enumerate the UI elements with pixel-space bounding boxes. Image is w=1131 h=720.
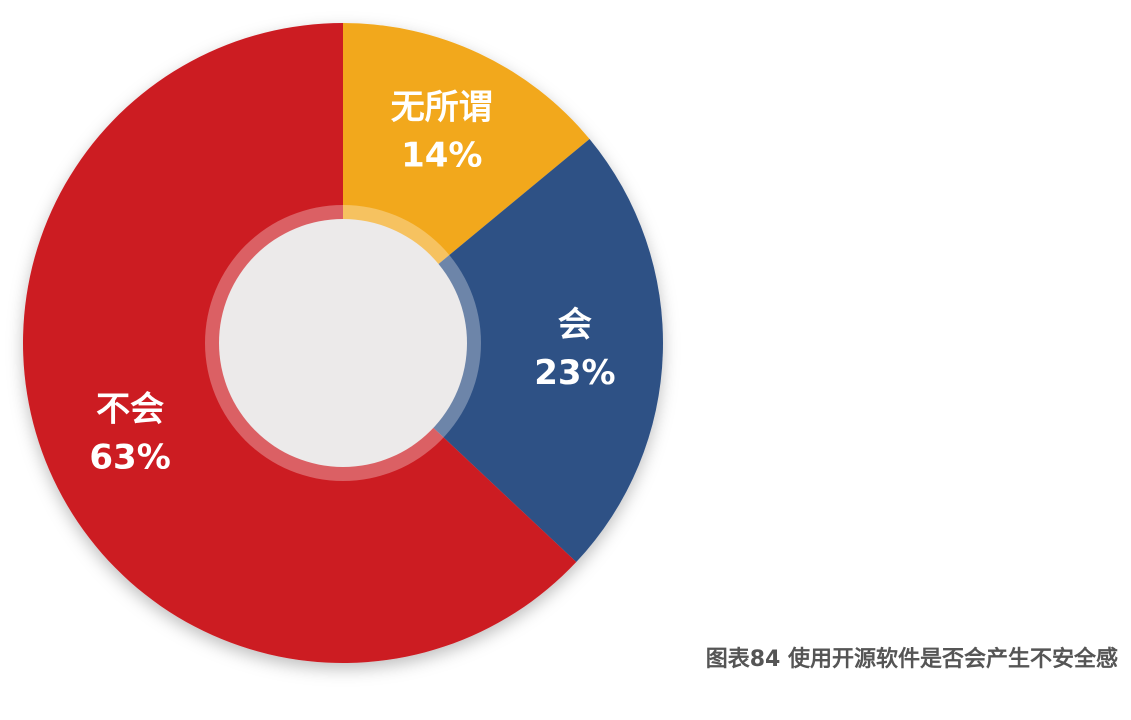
slice-category: 无所谓 [391, 88, 493, 128]
chart-title: 图表84 使用开源软件是否会产生不安全感 [706, 646, 1118, 672]
labels: 无所谓 14% 会 23% 不会 63% [89, 88, 615, 478]
donut-hole [219, 219, 467, 467]
slice-value-label: 63% [89, 438, 170, 478]
slice [343, 139, 663, 563]
slice-category: 会 [558, 305, 592, 345]
slice-value-label: 23% [534, 353, 615, 393]
slice-category: 不会 [96, 390, 164, 430]
slice-value-label: 14% [401, 136, 482, 176]
